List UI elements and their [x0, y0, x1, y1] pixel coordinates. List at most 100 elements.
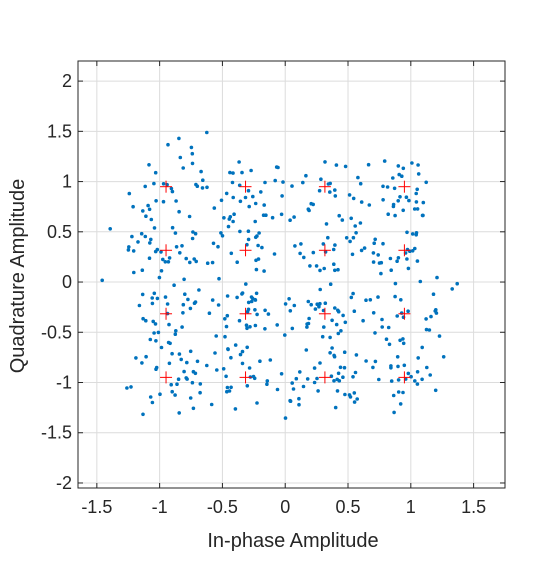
received-symbol-point: [355, 397, 359, 401]
received-symbol-point: [141, 209, 145, 213]
received-symbol-point: [251, 195, 255, 199]
received-symbol-point: [339, 329, 343, 333]
received-symbol-point: [146, 204, 150, 208]
received-symbol-point: [406, 309, 410, 313]
received-symbol-point: [240, 292, 244, 296]
received-symbol-point: [167, 323, 171, 327]
received-symbol-point: [170, 352, 174, 356]
received-symbol-point: [298, 370, 302, 374]
received-symbol-point: [173, 393, 177, 397]
received-symbol-point: [241, 350, 245, 354]
received-symbol-point: [392, 205, 396, 209]
x-tick-label: 0: [280, 497, 290, 517]
received-symbol-point: [255, 234, 259, 238]
received-symbol-point: [318, 288, 322, 292]
received-symbol-point: [191, 381, 195, 385]
received-symbol-point: [166, 302, 170, 306]
received-symbol-point: [397, 164, 401, 168]
received-symbol-point: [257, 257, 261, 261]
y-tick-label: -0.5: [41, 322, 72, 342]
received-symbol-point: [324, 301, 328, 305]
received-symbol-point: [263, 309, 267, 313]
received-symbol-point: [247, 205, 251, 209]
received-symbol-point: [399, 402, 403, 406]
received-symbol-point: [352, 197, 356, 201]
received-symbol-point: [253, 220, 257, 224]
received-symbol-point: [388, 343, 392, 347]
received-symbol-point: [360, 200, 364, 204]
received-symbol-point: [182, 278, 186, 282]
received-symbol-point: [153, 292, 157, 296]
received-symbol-point: [284, 302, 288, 306]
received-symbol-point: [259, 190, 263, 194]
received-symbol-point: [250, 295, 254, 299]
received-symbol-point: [318, 302, 322, 306]
received-symbol-point: [225, 325, 229, 329]
received-symbol-point: [150, 296, 154, 300]
received-symbol-point: [355, 353, 359, 357]
received-symbol-point: [376, 253, 380, 257]
received-symbol-point: [301, 181, 305, 185]
received-symbol-point: [396, 365, 400, 369]
received-symbol-point: [226, 294, 230, 298]
received-symbol-point: [232, 212, 236, 216]
received-symbol-point: [208, 311, 212, 315]
received-symbol-point: [201, 186, 205, 190]
received-symbol-point: [381, 198, 385, 202]
received-symbol-point: [307, 317, 311, 321]
received-symbol-point: [288, 399, 292, 403]
received-symbol-point: [332, 262, 336, 266]
received-symbol-point: [194, 232, 198, 236]
received-symbol-point: [405, 231, 409, 235]
received-symbol-point: [169, 383, 173, 387]
received-symbol-point: [237, 160, 241, 164]
received-symbol-point: [148, 241, 152, 245]
received-symbol-point: [182, 303, 186, 307]
received-symbol-point: [429, 315, 433, 319]
received-symbol-point: [129, 385, 133, 389]
x-tick-label: -1: [152, 497, 168, 517]
received-symbol-point: [206, 261, 210, 265]
received-symbol-point: [361, 319, 365, 323]
received-symbol-point: [141, 317, 145, 321]
received-symbol-point: [179, 358, 183, 362]
received-symbol-point: [332, 354, 336, 358]
received-symbol-point: [379, 272, 383, 276]
received-symbol-point: [354, 371, 358, 375]
received-symbol-point: [425, 366, 429, 370]
received-symbol-point: [156, 248, 160, 252]
received-symbol-point: [315, 264, 319, 268]
received-symbol-point: [153, 226, 157, 230]
received-symbol-point: [345, 236, 349, 240]
x-tick-label: -1.5: [81, 497, 112, 517]
received-symbol-point: [223, 317, 227, 321]
received-symbol-point: [348, 193, 352, 197]
received-symbol-point: [349, 217, 353, 221]
received-symbol-point: [222, 367, 226, 371]
received-symbol-point: [253, 308, 257, 312]
received-symbol-point: [164, 260, 168, 264]
received-symbol-point: [290, 184, 294, 188]
received-symbol-point: [413, 379, 417, 383]
received-symbol-point: [228, 389, 232, 393]
received-symbol-point: [402, 167, 406, 171]
received-symbol-point: [188, 215, 192, 219]
received-symbol-point: [155, 366, 159, 370]
received-symbol-point: [269, 358, 273, 362]
received-symbol-point: [174, 199, 178, 203]
received-symbol-point: [393, 295, 397, 299]
received-symbol-point: [344, 165, 348, 169]
received-symbol-point: [295, 377, 299, 381]
received-symbol-point: [393, 187, 397, 191]
received-symbol-point: [373, 238, 377, 242]
received-symbol-point: [394, 282, 398, 286]
received-symbol-point: [227, 225, 231, 229]
received-symbol-point: [330, 346, 334, 350]
received-symbol-point: [289, 309, 293, 313]
received-symbol-point: [168, 362, 172, 366]
received-symbol-point: [318, 189, 322, 193]
received-symbol-point: [177, 137, 181, 141]
received-symbol-point: [351, 253, 355, 257]
received-symbol-point: [238, 230, 242, 234]
